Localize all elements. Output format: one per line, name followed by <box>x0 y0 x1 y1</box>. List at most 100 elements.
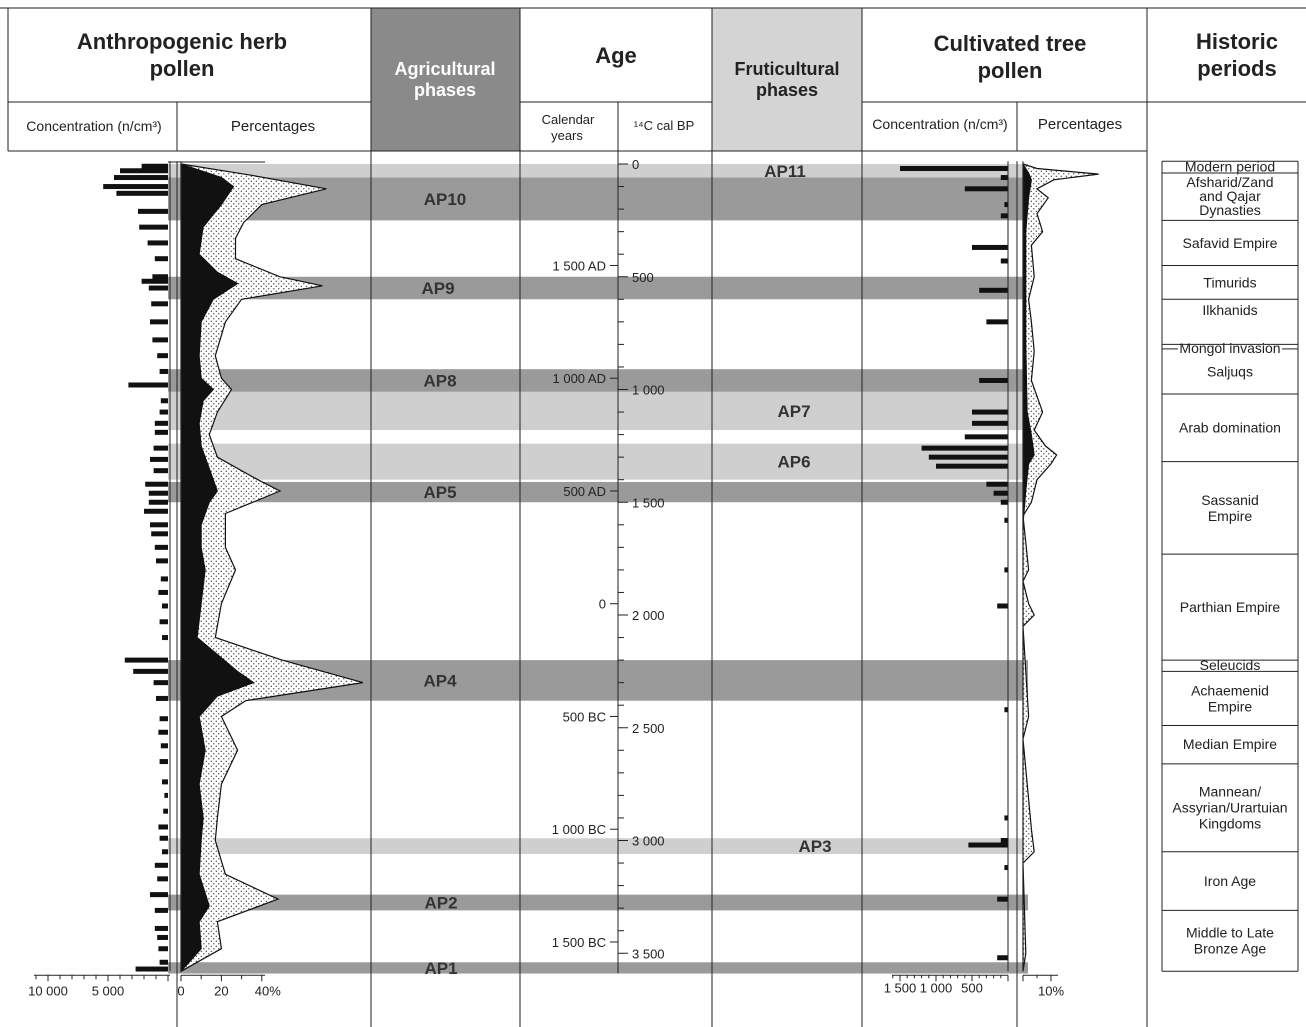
phase-label-ap5: AP5 <box>423 483 456 502</box>
herb-conc-bar <box>156 558 168 564</box>
herb-conc-bar <box>160 398 168 404</box>
tree-pct-x-label: 10% <box>1038 983 1064 998</box>
tree-conc-bar <box>993 490 1008 496</box>
period-label: and Qajar <box>1199 188 1261 204</box>
herb-conc-bar <box>159 619 168 625</box>
herb-conc-bar <box>157 876 168 882</box>
tree-conc-bar <box>1004 815 1008 821</box>
herb-total-area <box>180 163 363 973</box>
herb-conc-bar <box>124 657 168 663</box>
tree-pct-subheader: Percentages <box>1038 116 1122 133</box>
agri-band-ap1 <box>168 962 1028 974</box>
phase-label-ap10: AP10 <box>424 190 467 209</box>
herb-pct-x-label: 20 <box>214 983 228 998</box>
tree-conc-bar <box>1004 517 1008 523</box>
cal-subheader-1: Calendar <box>542 112 595 127</box>
herb-conc-bar <box>139 224 168 230</box>
tree-conc-bar <box>1000 213 1008 219</box>
bp-tick-label: 1 500 <box>632 495 665 510</box>
herb-conc-bar <box>148 499 168 505</box>
herb-conc-bar <box>159 835 168 841</box>
period-label: Safavid Empire <box>1183 235 1278 251</box>
herb-conc-bar <box>159 716 168 722</box>
herb-conc-bar <box>157 353 168 359</box>
phase-label-ap11: AP11 <box>764 162 806 181</box>
herb-conc-bar <box>152 274 168 280</box>
tree-conc-bar <box>921 445 1008 451</box>
herb-pct-subheader: Percentages <box>231 118 315 135</box>
herb-conc-bar <box>128 382 168 388</box>
cal-tick-label: 0 <box>599 597 606 612</box>
period-label: Assyrian/Urartuian <box>1172 800 1287 816</box>
herb-conc-bar <box>150 522 168 528</box>
period-label: Parthian Empire <box>1180 599 1281 615</box>
herb-conc-bar <box>138 208 168 214</box>
herb-conc-bar <box>120 168 168 174</box>
fruti-title-2: phases <box>756 80 818 100</box>
period-label: Timurids <box>1203 274 1256 290</box>
cal-tick-label: 1 500 BC <box>552 935 606 950</box>
herb-conc-bar <box>153 468 168 474</box>
tree-conc-bar <box>979 377 1008 383</box>
period-label: Modern period <box>1185 158 1275 174</box>
fruti-band-ap3 <box>168 838 1028 855</box>
tree-title-1: Cultivated tree <box>934 31 1087 56</box>
herb-conc-bar <box>116 190 168 196</box>
herb-conc-bar <box>156 695 168 701</box>
herb-conc-bar <box>154 420 168 426</box>
tree-conc-bar <box>997 955 1008 961</box>
period-label: Empire <box>1208 508 1253 524</box>
herb-conc-bar <box>160 743 168 749</box>
fruti-title-1: Fruticultural <box>734 59 839 79</box>
herb-conc-bar <box>154 544 168 550</box>
tree-conc-bar <box>972 420 1008 426</box>
herb-conc-bar <box>158 729 168 735</box>
herb-conc-bar <box>163 808 168 814</box>
period-label: Mannean/ <box>1199 784 1261 800</box>
period-label: Iron Age <box>1204 873 1256 889</box>
fruti-band-ap11 <box>168 164 1028 178</box>
age-axis: 1 500 AD 1 000 AD 500 AD 0 500 BC 1 000 BC 1 5… <box>552 151 665 974</box>
herb-conc-bar <box>154 907 168 913</box>
herb-title-2: pollen <box>150 56 215 81</box>
age-title: Age <box>595 43 637 68</box>
tree-conc-bar <box>1000 258 1008 264</box>
herb-conc-x-label: 10 000 <box>28 983 68 998</box>
bp-tick-label: 2 500 <box>632 721 665 736</box>
herb-conc-bar <box>159 759 168 765</box>
phase-labels: AP10 AP9 AP8 AP5 AP4 AP2 AP1 AP11 AP7 AP6 AP3 <box>421 162 831 978</box>
cal-tick-label: 500 AD <box>563 484 606 499</box>
herb-conc-bar <box>158 589 168 595</box>
period-label: Saljuqs <box>1207 364 1253 380</box>
herb-concentration-bars <box>103 161 178 1027</box>
tree-conc-bar <box>979 287 1008 293</box>
agri-band-ap9 <box>168 276 1028 300</box>
herb-conc-bar <box>159 959 168 965</box>
herb-conc-bar <box>103 184 168 190</box>
herb-conc-bar <box>141 163 168 169</box>
tree-conc-bar <box>968 842 1008 848</box>
tree-conc-bar <box>1000 838 1008 843</box>
tree-concentration-bars <box>900 161 1018 1027</box>
fruti-band-ap7 <box>168 391 1028 431</box>
herb-conc-bar <box>133 668 168 674</box>
cal-subheader-2: years <box>551 128 583 143</box>
tree-conc-bar <box>964 186 1008 192</box>
herb-conc-bar <box>145 481 168 487</box>
period-label: Kingdoms <box>1199 816 1261 832</box>
fruti-header-bg <box>712 8 862 151</box>
herb-percentage-curves <box>168 161 363 973</box>
phase-label-ap9: AP9 <box>421 279 454 298</box>
agri-title-2: phases <box>414 80 476 100</box>
herb-conc-bar <box>154 862 168 868</box>
herb-conc-bar <box>160 576 168 582</box>
herb-black-area <box>180 163 255 973</box>
tree-conc-bar <box>986 481 1008 487</box>
bp-tick-label: 0 <box>632 157 639 172</box>
period-label: Bronze Age <box>1194 941 1267 957</box>
tree-conc-bar <box>964 434 1008 440</box>
herb-conc-bar <box>159 368 168 374</box>
cal-tick-label: 1 000 BC <box>552 822 606 837</box>
